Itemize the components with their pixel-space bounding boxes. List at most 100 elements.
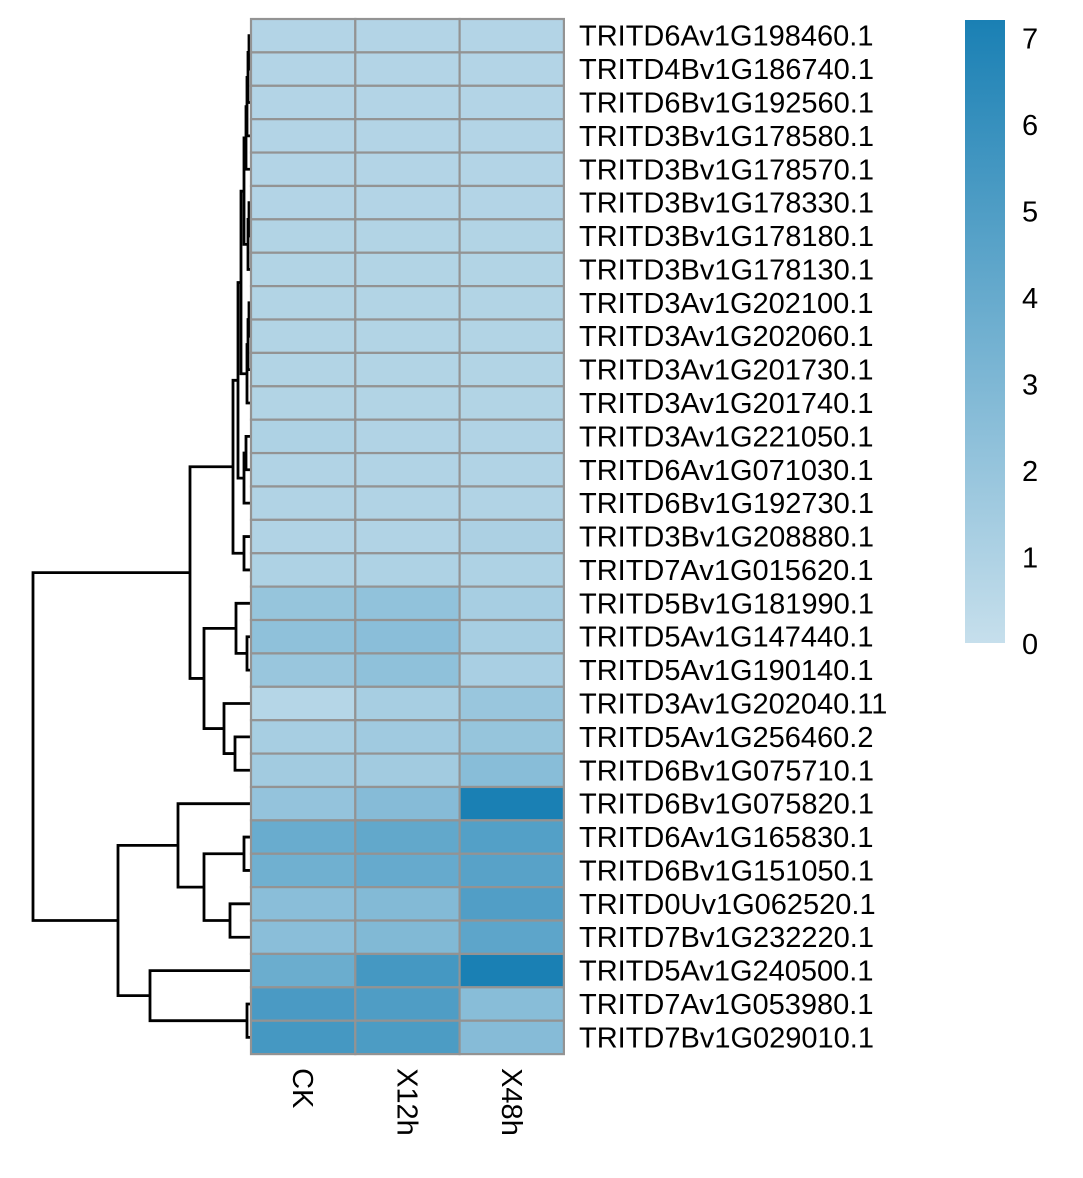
heatmap-cell xyxy=(249,819,357,855)
row-label: TRITD3Bv1G178130.1 xyxy=(579,254,874,286)
heatmap-cell xyxy=(249,652,357,688)
legend-tick-label: 0 xyxy=(1022,629,1038,661)
row-label: TRITD6Bv1G192560.1 xyxy=(579,87,874,119)
heatmap-cell xyxy=(458,886,566,922)
heatmap-cells xyxy=(249,17,566,1056)
heatmap-cell xyxy=(249,618,357,655)
heatmap-cell xyxy=(249,451,357,488)
heatmap-cell xyxy=(354,886,461,922)
dendrogram-branch xyxy=(222,702,251,755)
heatmap-cell xyxy=(249,919,357,956)
heatmap-cell xyxy=(249,952,357,989)
row-label: TRITD7Av1G053980.1 xyxy=(579,989,873,1021)
row-label: TRITD7Av1G015620.1 xyxy=(579,555,873,587)
legend-tick-label: 3 xyxy=(1022,369,1038,401)
heatmap-cell xyxy=(354,151,461,188)
heatmap-cell xyxy=(354,1019,461,1056)
heatmap-cell xyxy=(354,285,461,321)
dendrogram-branch xyxy=(116,844,178,998)
heatmap-cell xyxy=(249,785,357,822)
heatmap-cell xyxy=(458,618,566,655)
row-label: TRITD3Bv1G208880.1 xyxy=(579,522,874,554)
heatmap-cell xyxy=(249,418,357,455)
heatmap-cell xyxy=(354,919,461,956)
row-label: TRITD3Bv1G178570.1 xyxy=(579,154,874,186)
heatmap-cell xyxy=(249,17,357,54)
heatmap-cell xyxy=(249,318,357,355)
legend-tick-label: 1 xyxy=(1022,542,1038,574)
heatmap-cell xyxy=(354,218,461,254)
legend-tick-label: 6 xyxy=(1022,110,1038,142)
heatmap-cell xyxy=(354,952,461,989)
heatmap-cell xyxy=(249,886,357,922)
color-legend: 0 1 2 3 4 5 6 7 xyxy=(965,20,1038,661)
heatmap-cell xyxy=(354,552,461,588)
heatmap-cell xyxy=(354,852,461,889)
heatmap-cell xyxy=(458,84,566,121)
heatmap-cell xyxy=(458,585,566,622)
column-labels: CK X12h X48h xyxy=(286,1068,527,1136)
row-label: TRITD6Bv1G075710.1 xyxy=(579,755,874,787)
row-label: TRITD7Bv1G029010.1 xyxy=(579,1022,874,1054)
heatmap-cell xyxy=(458,318,566,355)
heatmap-cell xyxy=(249,518,357,555)
dendrogram-branch xyxy=(233,735,251,772)
row-label: TRITD5Av1G256460.2 xyxy=(579,722,873,754)
row-label: TRITD4Bv1G186740.1 xyxy=(579,54,874,86)
heatmap-cell xyxy=(354,652,461,688)
heatmap-cell xyxy=(354,418,461,455)
legend-color-bar xyxy=(965,20,1005,643)
heatmap-cell xyxy=(249,84,357,121)
heatmap-cell xyxy=(458,752,566,789)
dendrogram-branch xyxy=(188,465,233,680)
heatmap-cell xyxy=(354,986,461,1022)
heatmap-cell xyxy=(249,285,357,321)
heatmap-cell xyxy=(458,685,566,722)
heatmap-cell xyxy=(249,118,357,154)
heatmap-cell xyxy=(354,518,461,555)
dendrogram-branch xyxy=(234,601,251,655)
heatmap-cell xyxy=(249,385,357,421)
legend-tick-label: 7 xyxy=(1022,23,1038,55)
heatmap-cell xyxy=(354,752,461,789)
heatmap-cell xyxy=(354,719,461,755)
heatmap-cell xyxy=(354,819,461,855)
heatmap-cell xyxy=(458,285,566,321)
legend-tick-label: 5 xyxy=(1022,196,1038,228)
heatmap-cell xyxy=(458,986,566,1022)
heatmap-cell xyxy=(249,351,357,388)
heatmap-cell xyxy=(354,84,461,121)
heatmap-cell xyxy=(458,785,566,822)
heatmap-cell xyxy=(249,184,357,221)
heatmap-cell xyxy=(354,685,461,722)
heatmap-cell xyxy=(249,719,357,755)
heatmap-cell xyxy=(458,552,566,588)
row-label: TRITD3Av1G201730.1 xyxy=(579,355,873,387)
heatmap-cell xyxy=(354,318,461,355)
legend-tick-label: 4 xyxy=(1022,283,1038,315)
row-label: TRITD3Av1G201740.1 xyxy=(579,388,873,420)
heatmap-cell xyxy=(249,852,357,889)
heatmap-cell xyxy=(354,17,461,54)
row-label: TRITD6Bv1G151050.1 xyxy=(579,855,874,887)
heatmap-cell xyxy=(458,952,566,989)
row-label: TRITD3Bv1G178180.1 xyxy=(579,221,874,253)
heatmap-cell xyxy=(354,251,461,288)
heatmap-cell xyxy=(458,151,566,188)
heatmap-cell xyxy=(354,618,461,655)
heatmap-cell xyxy=(354,485,461,521)
heatmap-cell xyxy=(458,518,566,555)
row-label: TRITD5Av1G240500.1 xyxy=(579,956,873,988)
heatmap-cell xyxy=(458,1019,566,1056)
row-label: TRITD7Bv1G232220.1 xyxy=(579,922,874,954)
heatmap-cell xyxy=(458,451,566,488)
heatmap-cell xyxy=(354,785,461,822)
heatmap-cell xyxy=(458,118,566,154)
row-label: TRITD3Bv1G178580.1 xyxy=(579,121,874,153)
row-label: TRITD5Av1G147440.1 xyxy=(579,622,873,654)
legend-tick-label: 2 xyxy=(1022,456,1038,488)
heatmap-cell xyxy=(249,51,357,87)
row-label: TRITD5Bv1G181990.1 xyxy=(579,588,874,620)
